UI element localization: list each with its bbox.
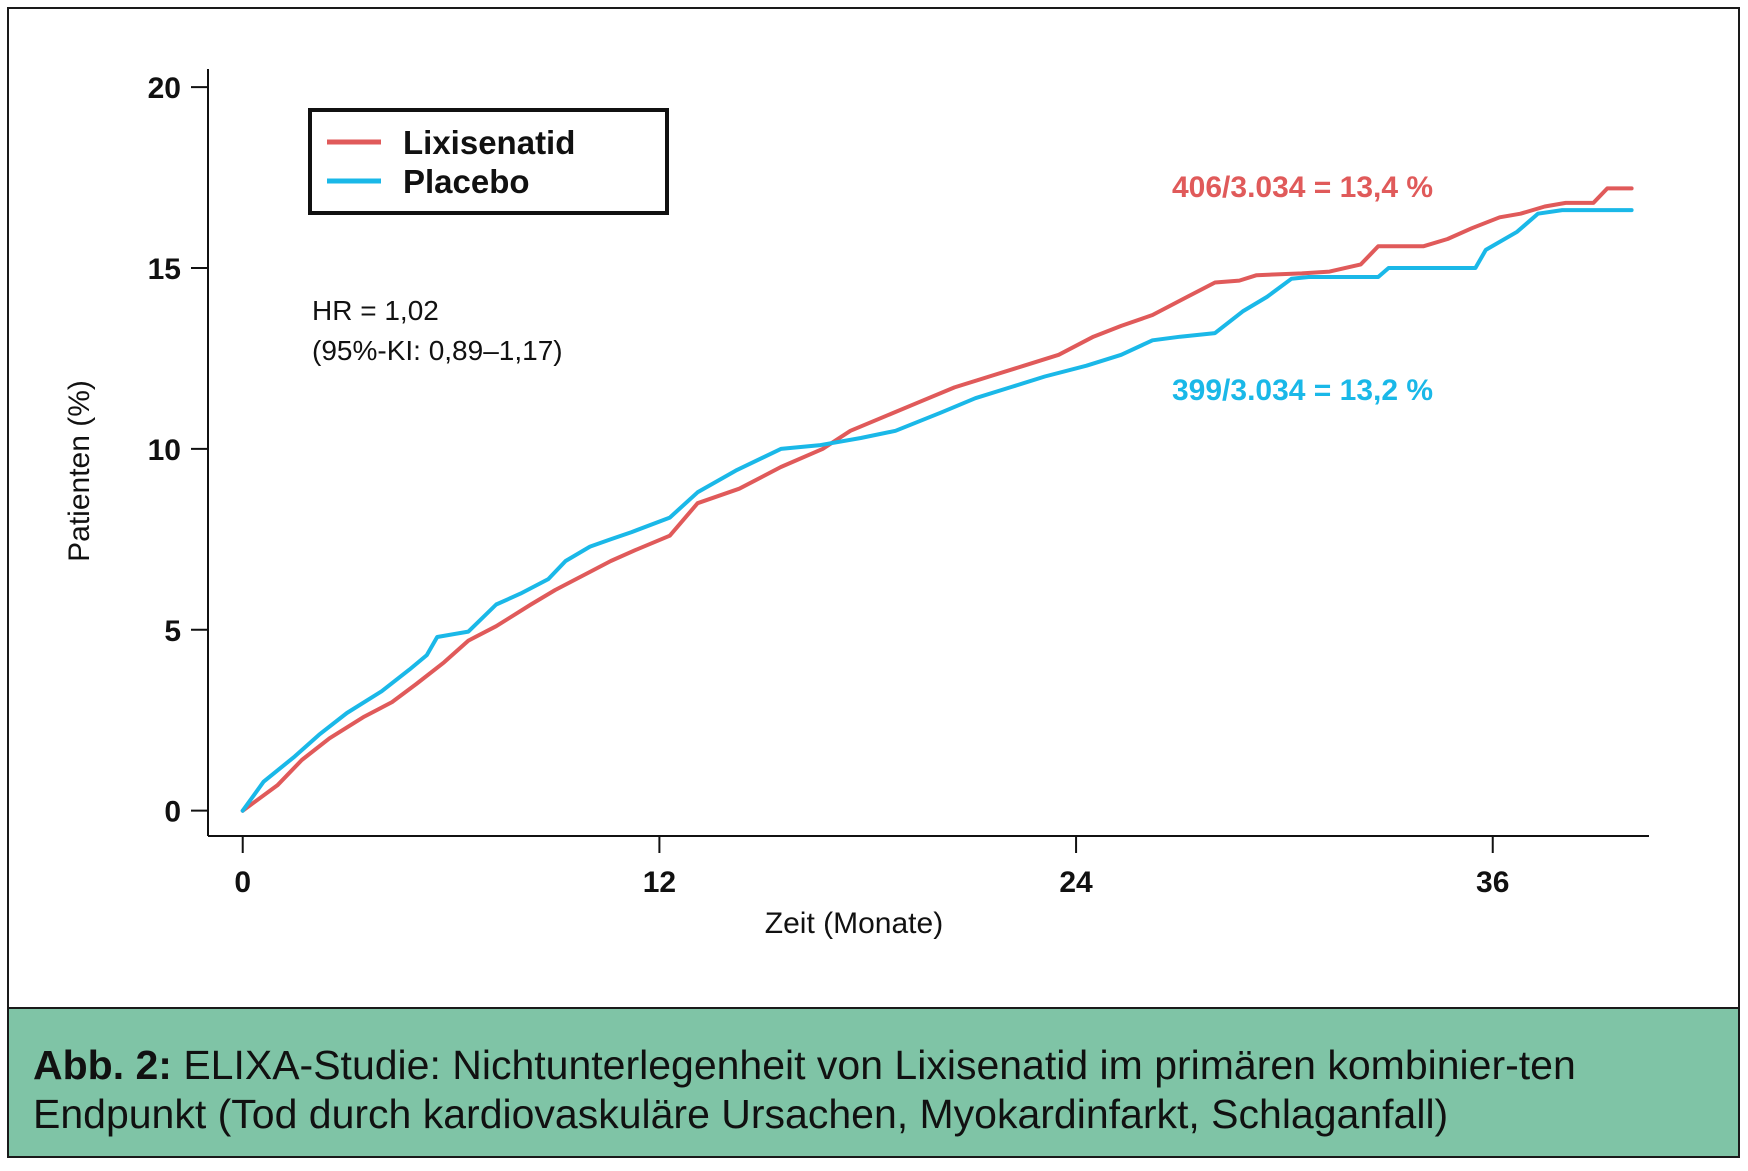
x-tick-label: 24 xyxy=(1059,866,1093,899)
series-line-lixisenatid xyxy=(240,186,1634,813)
caption-label: Abb. 2: xyxy=(33,1042,172,1088)
legend-label-lixisenatid: Lixisenatid xyxy=(403,124,575,161)
y-tick-label: 5 xyxy=(164,615,181,648)
x-tick-label: 36 xyxy=(1476,866,1509,899)
x-tick-label: 0 xyxy=(234,866,251,899)
annotation-placebo: 399/3.034 = 13,2 % xyxy=(1172,374,1433,407)
legend: Lixisenatid Placebo xyxy=(308,108,669,215)
figure-frame: 0 5 10 15 20 0 12 24 36 Lixisenatid Placebo HR =… xyxy=(7,7,1740,1158)
chart: 0 5 10 15 20 0 12 24 36 Lixisenatid Placebo HR =… xyxy=(63,69,1649,940)
hazard-ratio-text: HR = 1,02 xyxy=(312,295,439,326)
x-axis-title: Zeit (Monate) xyxy=(765,907,943,940)
y-tick-label: 15 xyxy=(148,253,181,286)
legend-label-placebo: Placebo xyxy=(403,163,530,200)
y-tick-label: 0 xyxy=(164,796,181,829)
caption-text: ELIXA-Studie: Nichtunterlegenheit von Li… xyxy=(33,1042,1576,1137)
series-layer xyxy=(240,186,1634,813)
annotation-lixisenatid: 406/3.034 = 13,4 % xyxy=(1172,171,1433,204)
axes: 0 5 10 15 20 0 12 24 36 xyxy=(148,69,1649,899)
x-tick-label: 12 xyxy=(643,866,676,899)
figure-caption: Abb. 2: ELIXA-Studie: Nichtunterlegenhei… xyxy=(9,1007,1738,1156)
legend-box xyxy=(308,108,669,215)
y-tick-label: 10 xyxy=(148,434,181,467)
series-line-placebo xyxy=(240,208,1634,813)
y-axis-title: Patienten (%) xyxy=(63,380,96,562)
y-tick-label: 20 xyxy=(148,72,181,105)
confidence-interval-text: (95%-KI: 0,89–1,17) xyxy=(312,335,563,366)
